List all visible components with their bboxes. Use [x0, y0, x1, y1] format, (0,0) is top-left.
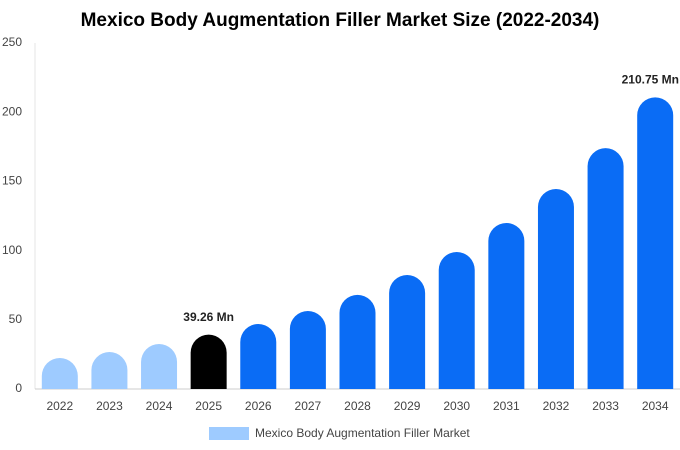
value-label: 39.26 Mn [183, 310, 234, 324]
bar [537, 189, 574, 389]
chart-title: Mexico Body Augmentation Filler Market S… [81, 10, 600, 31]
legend-label: Mexico Body Augmentation Filler Market [255, 426, 470, 440]
x-tick-label: 2024 [146, 399, 173, 413]
bar [41, 358, 78, 389]
x-tick-label: 2034 [642, 399, 669, 413]
value-label: 210.75 Mn [622, 72, 679, 86]
x-tick-label: 2026 [245, 399, 272, 413]
x-tick-label: 2025 [195, 399, 222, 413]
bar [389, 274, 426, 389]
bar [289, 310, 326, 389]
x-tick-label: 2023 [96, 399, 123, 413]
y-tick-label: 100 [2, 243, 22, 257]
x-tick-label: 2027 [295, 399, 322, 413]
x-tick-label: 2033 [592, 399, 619, 413]
y-tick-label: 250 [2, 35, 22, 49]
x-tick-label: 2022 [46, 399, 73, 413]
bar [637, 97, 674, 390]
bar [587, 148, 624, 389]
bar [488, 222, 525, 389]
x-tick-label: 2029 [394, 399, 421, 413]
bar [91, 352, 128, 389]
y-tick-label: 200 [2, 104, 22, 118]
y-tick-label: 150 [2, 174, 22, 188]
x-tick-label: 2032 [543, 399, 570, 413]
x-tick-label: 2031 [493, 399, 520, 413]
bar [438, 251, 475, 389]
x-tick-label: 2028 [344, 399, 371, 413]
y-tick-label: 50 [9, 312, 23, 326]
bar [141, 344, 178, 389]
x-tick-label: 2030 [443, 399, 470, 413]
legend-swatch [209, 427, 249, 440]
y-tick-label: 0 [15, 381, 22, 395]
bar [240, 323, 277, 389]
bar [339, 294, 376, 389]
bar [190, 334, 227, 389]
